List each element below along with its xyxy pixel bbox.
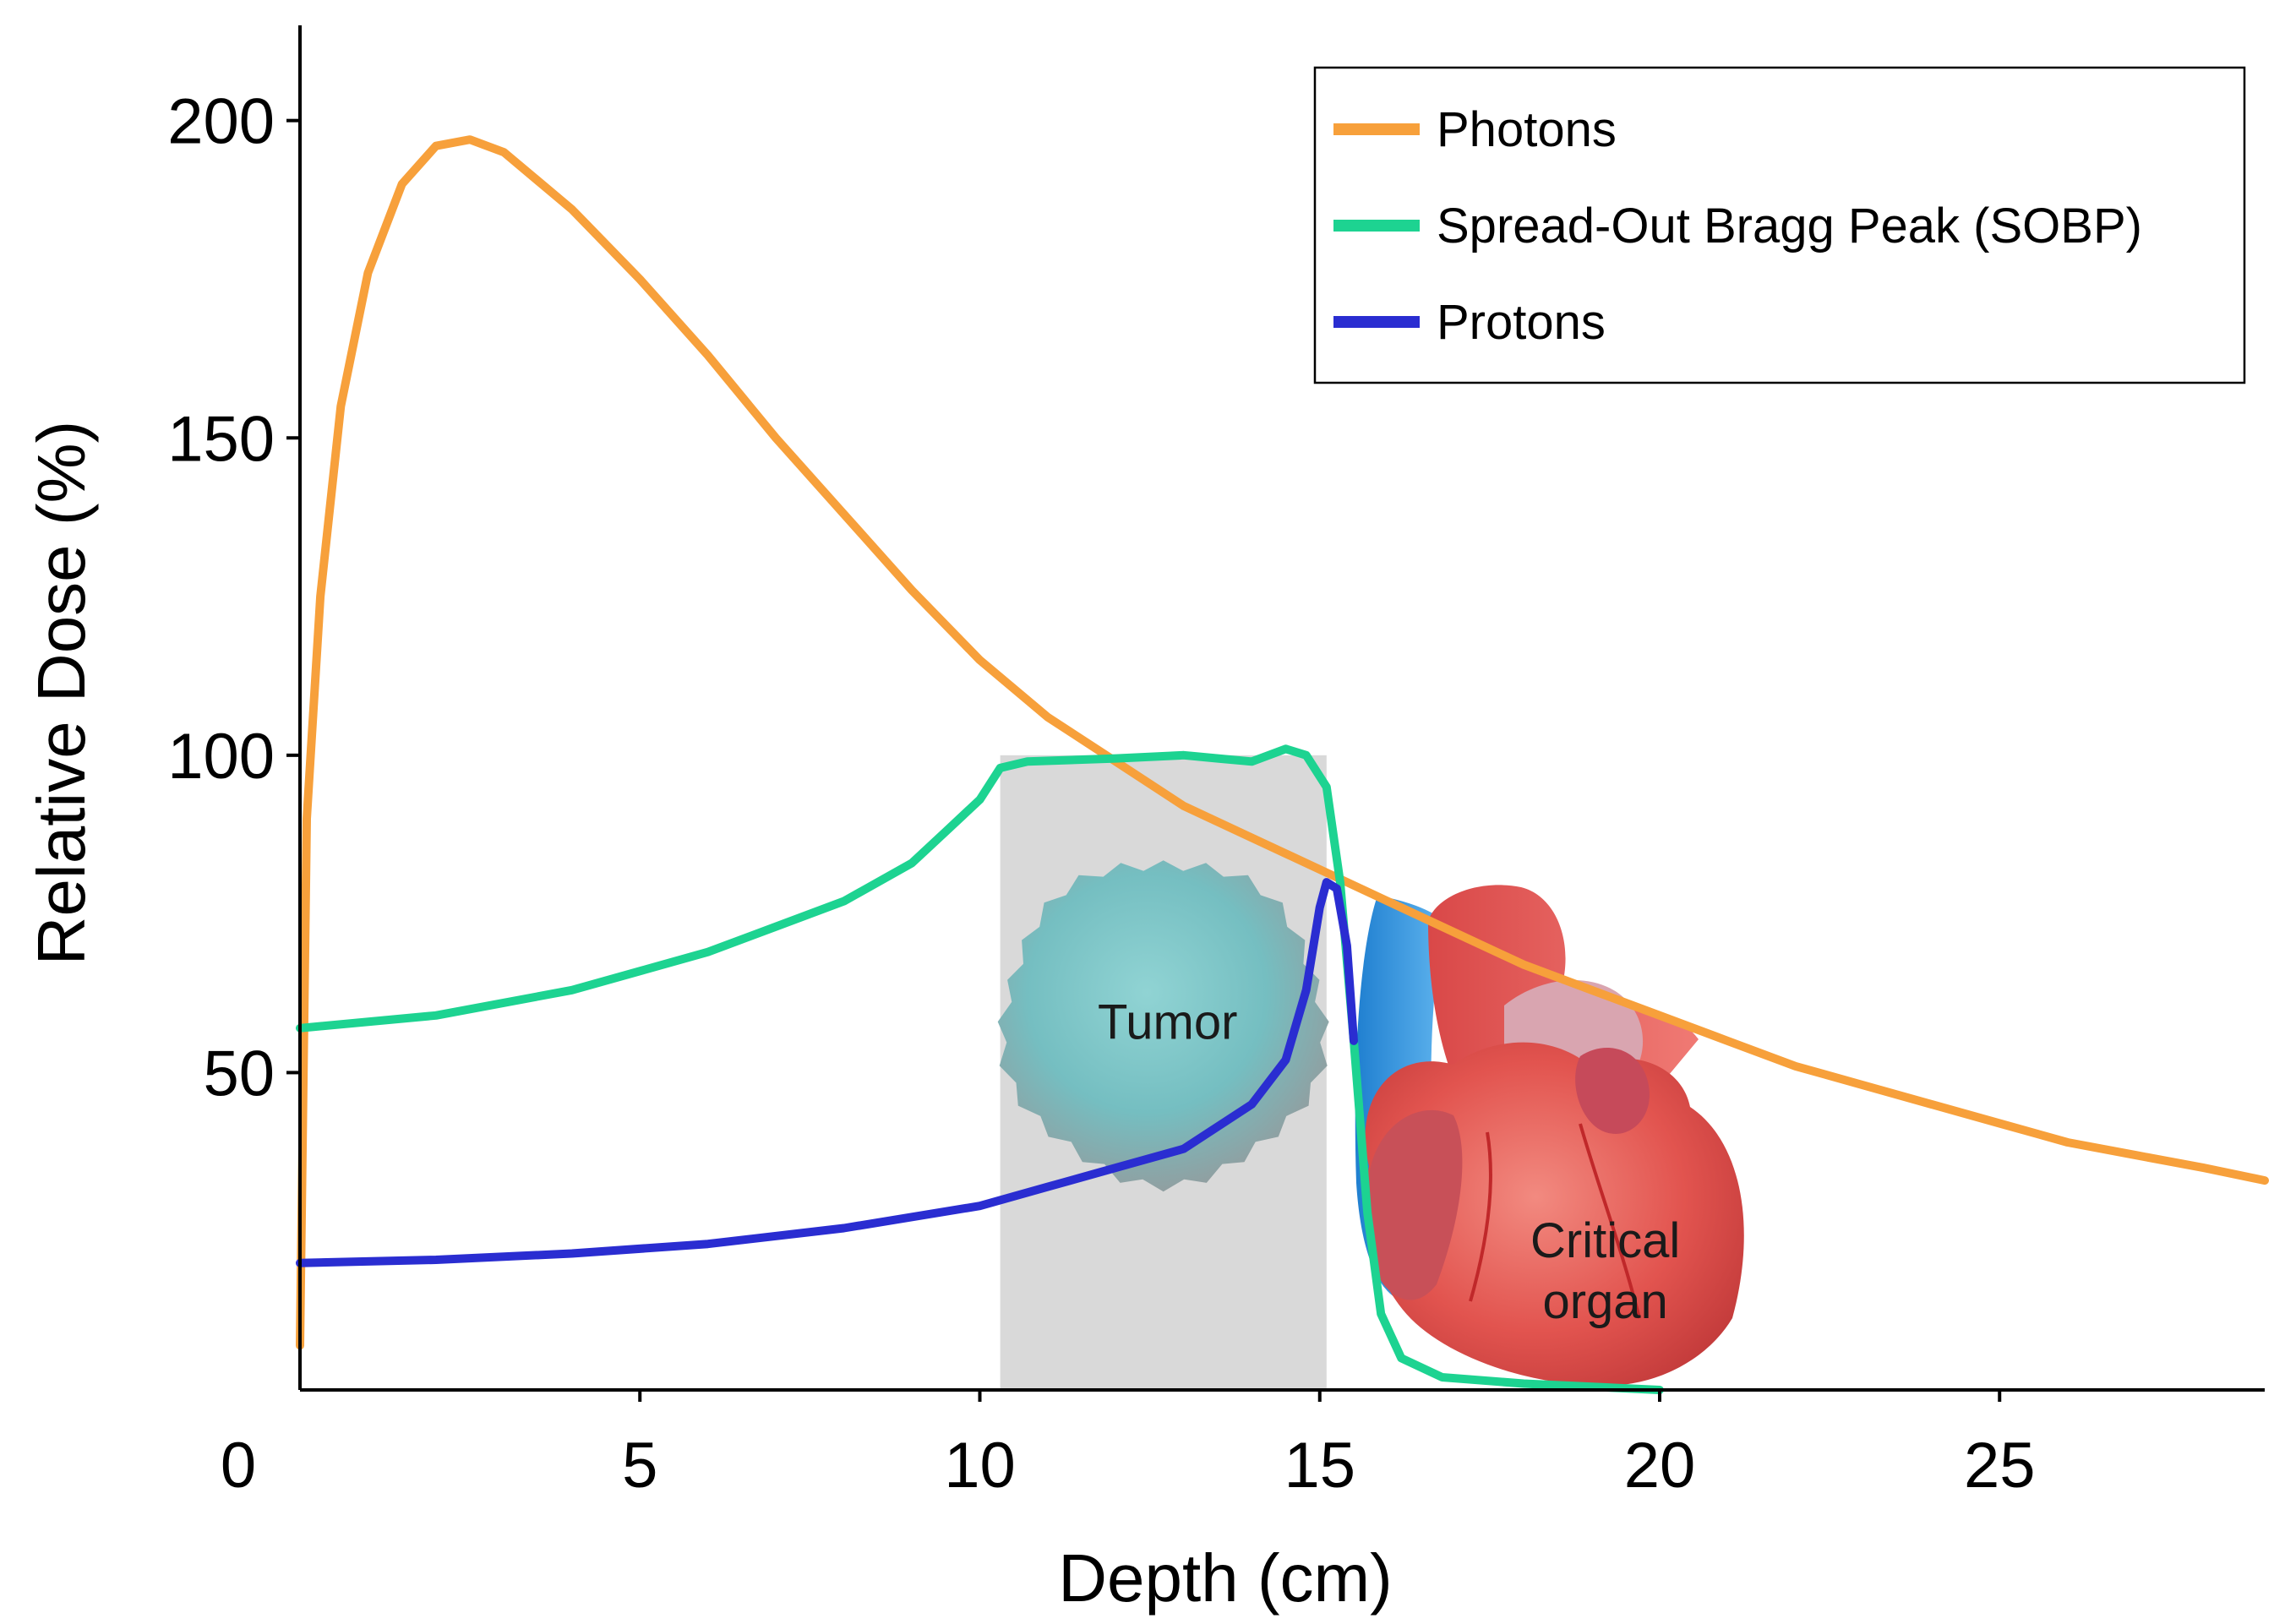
legend-label: Photons bbox=[1437, 102, 1617, 157]
y-tick-label: 100 bbox=[167, 721, 275, 793]
y-tick-label: 150 bbox=[167, 403, 275, 475]
x-axis-ticks: 0 5 10 15 20 25 bbox=[221, 1390, 2036, 1501]
legend-label: Spread-Out Bragg Peak (SOBP) bbox=[1437, 199, 2142, 253]
tumor-label: Tumor bbox=[1098, 995, 1237, 1049]
critical-organ-label-line1: Critical bbox=[1530, 1213, 1680, 1268]
legend: Photons Spread-Out Bragg Peak (SOBP) Proto… bbox=[1313, 66, 2246, 384]
sobp-line bbox=[296, 744, 1664, 1394]
x-tick-label: 0 bbox=[221, 1430, 256, 1501]
x-tick-label: 10 bbox=[944, 1430, 1016, 1501]
protons-line bbox=[296, 878, 1358, 1267]
right-atrium-shape bbox=[1369, 1109, 1463, 1300]
critical-organ-label-line2: organ bbox=[1542, 1274, 1667, 1329]
left-atrium-shape bbox=[1575, 1048, 1650, 1134]
critical-organ-illustration bbox=[1355, 885, 1744, 1386]
coronary-vessel bbox=[1469, 1123, 1641, 1319]
y-axis-ticks: 50 100 150 200 bbox=[167, 86, 300, 1109]
x-axis-title: Depth (cm) bbox=[1058, 1540, 1393, 1616]
y-axis-title: Relative Dose (%) bbox=[24, 421, 99, 966]
x-tick-label: 25 bbox=[1964, 1430, 2036, 1501]
x-tick-label: 15 bbox=[1284, 1430, 1355, 1501]
x-tick-label: 20 bbox=[1624, 1430, 1696, 1501]
legend-box bbox=[1313, 66, 2246, 384]
y-tick-label: 50 bbox=[203, 1038, 275, 1109]
x-tick-label: 5 bbox=[622, 1430, 657, 1501]
y-tick-label: 200 bbox=[167, 86, 275, 158]
heart-shape bbox=[1365, 1042, 1744, 1386]
legend-label: Protons bbox=[1437, 295, 1606, 350]
